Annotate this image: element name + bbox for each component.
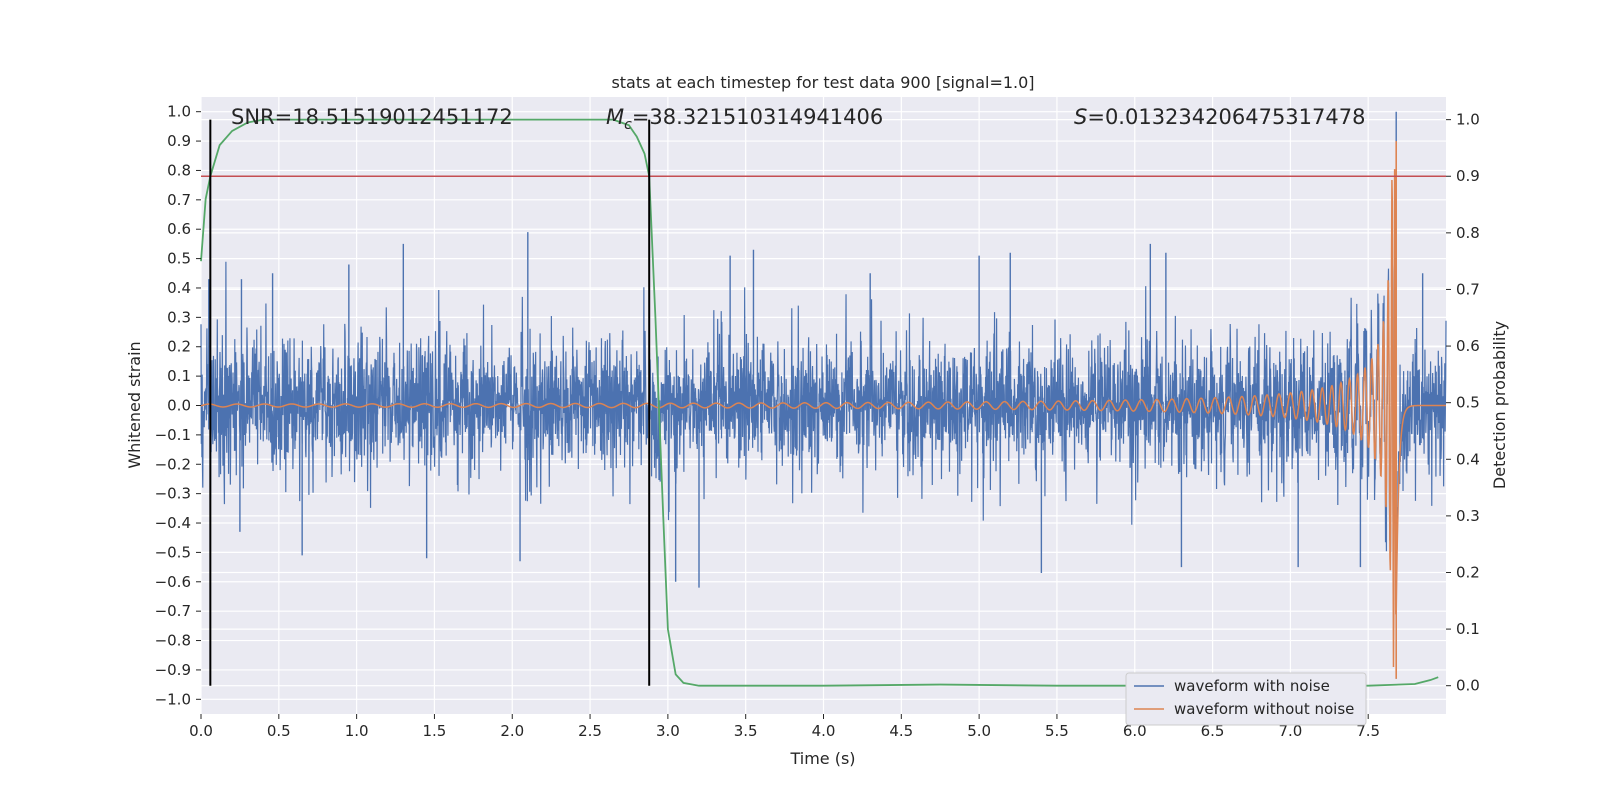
x-tick-label: 5.5: [1045, 722, 1069, 740]
y-tick-label-left: 0.2: [167, 338, 191, 356]
y-tick-label-left: −0.9: [155, 661, 191, 679]
x-tick-label: 6.5: [1201, 722, 1225, 740]
y-tick-label-right: 0.9: [1456, 167, 1480, 185]
y-tick-label-right: 0.7: [1456, 280, 1480, 298]
snr-annotation: SNR=18.51519012451172: [231, 105, 513, 129]
mc-symbol: M: [606, 105, 624, 129]
y-axis-label-right: Detection probability: [1490, 321, 1509, 489]
x-tick-label: 1.5: [423, 722, 447, 740]
mc-subscript: c: [624, 117, 632, 133]
detection-probability-line: [200, 118, 1439, 687]
x-tick-label: 7.5: [1356, 722, 1380, 740]
chart-title: stats at each timestep for test data 900…: [611, 73, 1034, 92]
y-tick-label-right: 0.2: [1456, 563, 1480, 581]
y-tick-label-left: 0.4: [167, 279, 191, 297]
y-tick-label-left: 0.7: [167, 191, 191, 209]
legend: waveform with noise waveform without noi…: [1125, 672, 1367, 726]
y-tick-label-left: 0.3: [167, 308, 191, 326]
y-tick-label-right: 0.5: [1456, 394, 1480, 412]
y-tick-label-right: 0.3: [1456, 507, 1480, 525]
x-tick-label: 4.5: [889, 722, 913, 740]
y-tick-label-left: −0.6: [155, 573, 191, 591]
y-axis-label-left: Whitened strain: [125, 341, 144, 468]
noise-waveform-line: [200, 258, 1447, 554]
x-tick-label: 1.0: [345, 722, 369, 740]
clean-waveform-line: [200, 169, 1446, 668]
y-tick-label-left: −0.8: [155, 632, 191, 650]
s-value: =0.013234206475317478: [1087, 105, 1365, 129]
clean-series: [200, 141, 1446, 679]
x-tick-label: 7.0: [1278, 722, 1302, 740]
y-tick-label-left: 0.6: [167, 220, 191, 238]
overlay-layer: [200, 118, 1446, 687]
y-tick-label-right: 0.0: [1456, 677, 1480, 695]
y-tick-label-left: −0.2: [155, 455, 191, 473]
y-tick-label-left: 0.0: [167, 397, 191, 415]
legend-label-clean: waveform without noise: [1174, 700, 1354, 718]
y-tick-label-left: 0.9: [167, 132, 191, 150]
y-tick-label-left: −0.4: [155, 514, 191, 532]
mc-value: =38.321510314941406: [632, 105, 883, 129]
tick-labels: 0.0 0.5 1.0 1.5 2.0 2.5 3.0 3.5 4.0 4.5 5.0 5.5 6.0 6…: [155, 103, 1480, 740]
x-tick-label: 0.5: [267, 722, 291, 740]
y-tick-label-left: −0.3: [155, 485, 191, 503]
x-tick-label: 3.5: [734, 722, 758, 740]
x-tick-label: 5.0: [967, 722, 991, 740]
y-tick-label-left: 1.0: [167, 103, 191, 121]
y-tick-label-right: 1.0: [1456, 111, 1480, 129]
x-tick-label: 4.0: [812, 722, 836, 740]
legend-box: [1125, 672, 1367, 726]
x-tick-label: 2.5: [578, 722, 602, 740]
s-symbol: S: [1074, 105, 1087, 129]
x-tick-label: 0.0: [189, 722, 213, 740]
x-tick-label: 6.0: [1123, 722, 1147, 740]
y-tick-label-right: 0.1: [1456, 620, 1480, 638]
y-tick-label-right: 0.8: [1456, 224, 1480, 242]
s-annotation: S=0.013234206475317478: [1074, 105, 1365, 129]
y-tick-label-right: 0.4: [1456, 450, 1480, 468]
y-tick-label-left: −0.5: [155, 543, 191, 561]
x-tick-label: 2.0: [500, 722, 524, 740]
x-axis-label: Time (s): [789, 749, 855, 768]
legend-label-noise: waveform with noise: [1174, 677, 1330, 695]
y-tick-label-left: −1.0: [155, 690, 191, 708]
y-tick-label-left: 0.1: [167, 367, 191, 385]
y-tick-label-right: 0.6: [1456, 337, 1480, 355]
chirp-mass-annotation: Mc=38.321510314941406: [606, 105, 883, 133]
y-tick-label-left: 0.5: [167, 250, 191, 268]
y-tick-label-left: −0.1: [155, 426, 191, 444]
y-tick-label-left: 0.8: [167, 161, 191, 179]
y-tick-label-left: −0.7: [155, 602, 191, 620]
x-tick-label: 3.0: [656, 722, 680, 740]
